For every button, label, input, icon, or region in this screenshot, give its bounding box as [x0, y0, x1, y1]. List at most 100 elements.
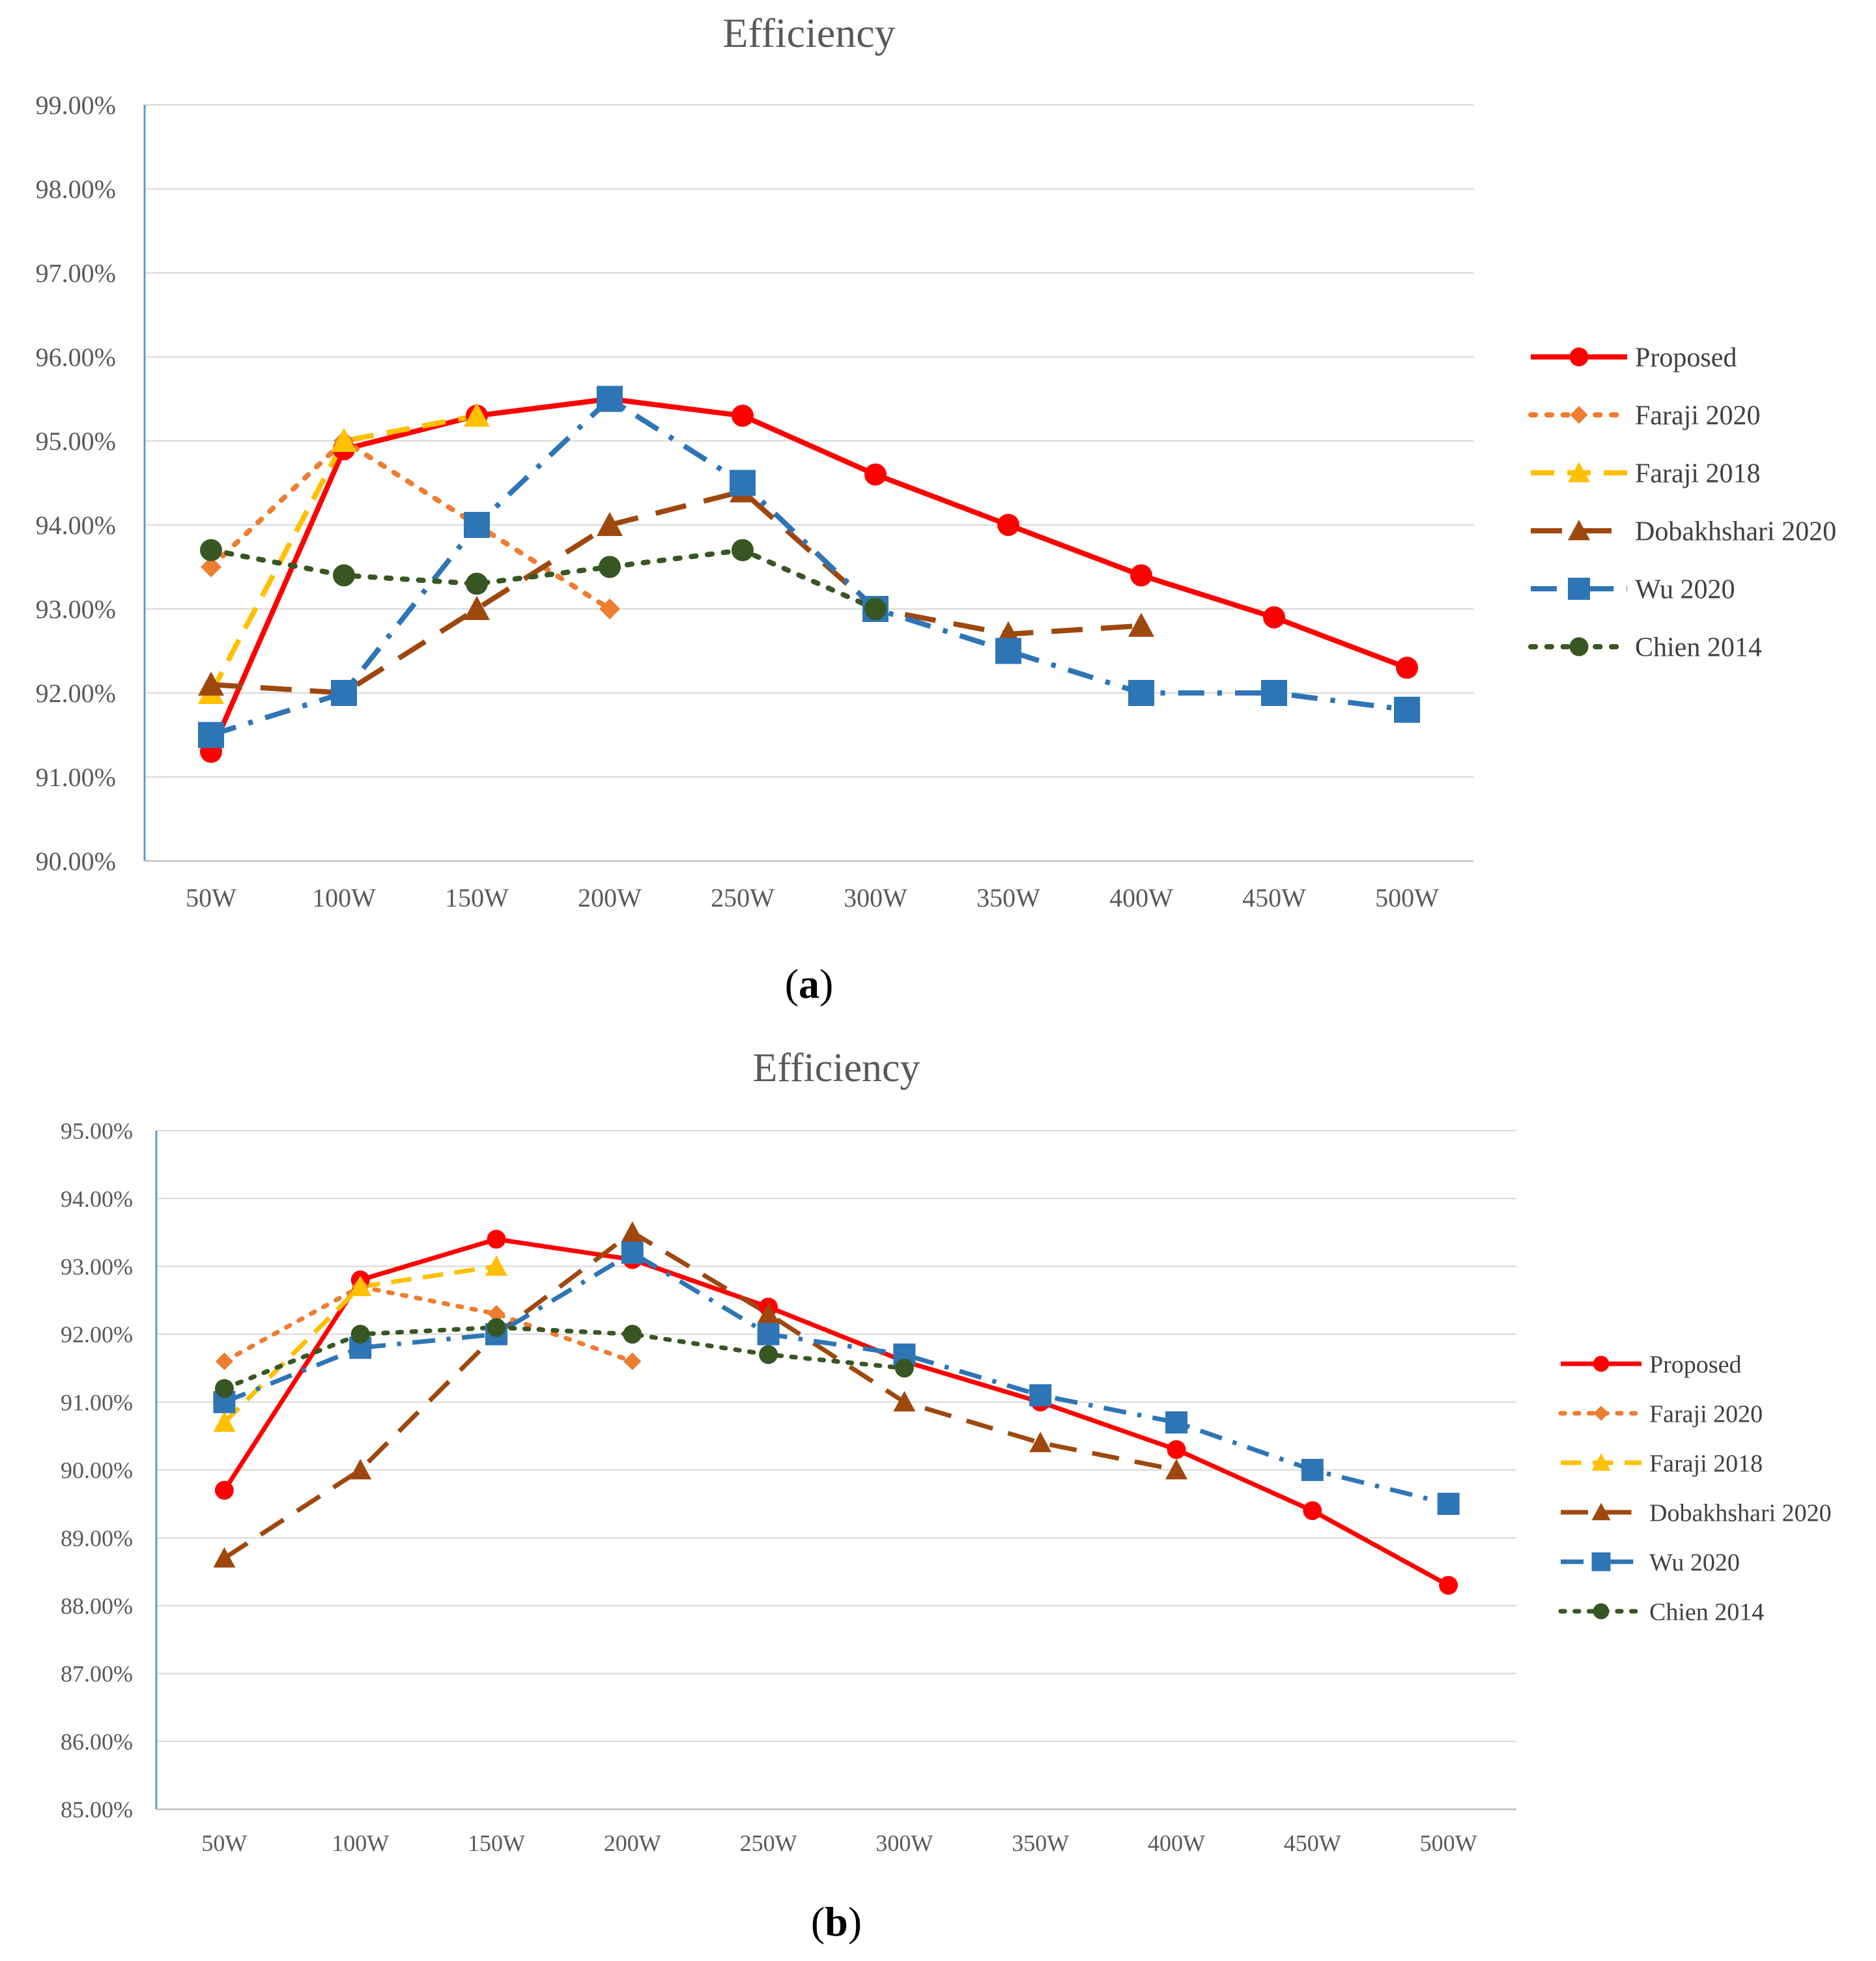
x-tick-label: 200W — [604, 1830, 661, 1856]
y-tick-label: 86.00% — [61, 1728, 133, 1755]
data-point-proposed — [1439, 1575, 1458, 1595]
legend-label-dobakhshari-2020: Dobakhshari 2020 — [1649, 1499, 1832, 1527]
legend-label-chien-2014: Chien 2014 — [1649, 1598, 1764, 1626]
legend: Proposed Faraji 2020 Faraji 2018 Dobakhshar… — [1528, 343, 1836, 663]
x-tick-label: 300W — [844, 883, 907, 912]
data-point-proposed — [1396, 656, 1418, 679]
series-line-chien-2014 — [208, 547, 878, 612]
legend-marker-wu-2020 — [1591, 1552, 1611, 1572]
legend-marker-wu-2020 — [1568, 578, 1590, 600]
legend-label-proposed: Proposed — [1649, 1351, 1741, 1378]
legend-label-faraji-2018: Faraji 2018 — [1649, 1450, 1763, 1477]
series-lines — [221, 1230, 1450, 1588]
data-point-dobakhshari-2020 — [1165, 1459, 1187, 1480]
data-point-faraji-2018 — [485, 1255, 507, 1276]
data-point-chien-2014 — [333, 564, 355, 587]
data-point-wu-2020 — [1128, 680, 1154, 706]
y-tick-label: 94.00% — [61, 1186, 133, 1212]
legend-marker-chien-2014 — [1593, 1603, 1610, 1620]
x-tick-label: 300W — [875, 1830, 933, 1856]
panel-label: (a) — [785, 961, 834, 1007]
legend-marker-dobakhshari-2020 — [1591, 1502, 1611, 1521]
panel-label: (b) — [811, 1898, 862, 1945]
series-markers — [213, 1221, 1460, 1595]
legend-marker-faraji-2018 — [1591, 1453, 1611, 1471]
data-point-faraji-2020 — [201, 556, 221, 578]
data-point-proposed — [732, 404, 754, 427]
data-point-faraji-2018 — [213, 1411, 236, 1432]
data-point-wu-2020 — [464, 512, 490, 538]
y-tick-label: 93.00% — [36, 595, 116, 624]
data-point-chien-2014 — [350, 1325, 370, 1344]
x-tick-label: 450W — [1242, 883, 1306, 912]
y-tick-label: 94.00% — [36, 511, 116, 540]
series-line-dobakhshari-2020 — [210, 488, 1142, 696]
y-tick-label: 87.00% — [61, 1661, 133, 1687]
legend-marker-faraji-2020 — [1593, 1405, 1609, 1421]
chart-panel-b: Efficiency 85.00% 86.00% 87.00% 88.00% 89.00%… — [61, 1046, 1832, 1945]
y-tick-label: 90.00% — [36, 847, 116, 876]
legend-label-faraji-2018: Faraji 2018 — [1635, 459, 1760, 489]
series-line-dobakhshari-2020 — [223, 1230, 1177, 1560]
data-point-chien-2014 — [200, 539, 222, 561]
series-line-wu-2020 — [210, 396, 1408, 738]
y-tick-label: 92.00% — [36, 679, 116, 708]
data-point-wu-2020 — [621, 1241, 644, 1264]
data-point-faraji-2018 — [464, 402, 490, 427]
x-tick-label: 50W — [186, 883, 236, 912]
y-tick-label: 90.00% — [61, 1458, 133, 1484]
chart-panel-a: Efficiency 90.00% 91.00% 92.00% 93.00% 94.00%… — [36, 10, 1836, 1007]
data-point-wu-2020 — [1165, 1411, 1187, 1434]
x-tick-label: 350W — [976, 883, 1040, 912]
data-point-faraji-2018 — [349, 1275, 372, 1297]
data-point-dobakhshari-2020 — [1128, 612, 1154, 637]
y-tick-label: 89.00% — [61, 1525, 133, 1551]
data-point-wu-2020 — [198, 722, 224, 748]
x-tick-label: 200W — [578, 883, 642, 912]
data-point-wu-2020 — [1437, 1493, 1460, 1516]
data-point-wu-2020 — [757, 1323, 780, 1346]
legend-label-faraji-2020: Faraji 2020 — [1635, 401, 1760, 431]
data-point-chien-2014 — [894, 1359, 914, 1378]
legend-marker-proposed — [1569, 347, 1589, 367]
data-point-proposed — [214, 1480, 234, 1500]
x-tick-label: 150W — [445, 883, 509, 912]
y-tick-label: 96.00% — [36, 343, 116, 372]
data-point-faraji-2020 — [599, 599, 620, 619]
y-tick-label: 91.00% — [61, 1389, 133, 1415]
x-tick-label: 150W — [468, 1830, 525, 1856]
legend-marker-faraji-2018 — [1568, 462, 1590, 483]
y-tick-label: 99.00% — [36, 91, 116, 120]
x-tick-label: 100W — [312, 883, 376, 912]
series-line-wu-2020 — [223, 1250, 1449, 1506]
series-line-proposed — [222, 1237, 1450, 1588]
y-tick-label: 93.00% — [61, 1254, 133, 1280]
data-point-dobakhshari-2020 — [464, 596, 490, 620]
data-point-proposed — [997, 514, 1019, 536]
data-point-proposed — [1167, 1440, 1186, 1460]
y-tick-label: 85.00% — [61, 1797, 133, 1823]
legend-label-wu-2020: Wu 2020 — [1635, 575, 1735, 605]
series-line-faraji-2018 — [208, 413, 477, 694]
series-markers — [198, 386, 1420, 763]
data-point-chien-2014 — [487, 1318, 506, 1337]
data-point-wu-2020 — [1394, 696, 1420, 723]
data-point-wu-2020 — [995, 638, 1021, 664]
x-tick-label: 250W — [711, 883, 775, 912]
chart-title: Efficiency — [752, 1046, 920, 1090]
data-point-dobakhshari-2020 — [1029, 1432, 1052, 1452]
legend: Proposed Faraji 2020 Faraji 2018 Dobakhshar… — [1558, 1351, 1832, 1626]
x-tick-label: 400W — [1109, 883, 1173, 912]
x-tick-label: 500W — [1420, 1830, 1477, 1856]
data-point-dobakhshari-2020 — [213, 1547, 236, 1568]
legend-marker-dobakhshari-2020 — [1568, 520, 1590, 541]
data-point-proposed — [487, 1230, 506, 1249]
data-point-wu-2020 — [1029, 1384, 1052, 1407]
data-point-chien-2014 — [759, 1345, 778, 1364]
x-tick-label: 350W — [1012, 1830, 1069, 1856]
legend-marker-chien-2014 — [1569, 637, 1589, 656]
y-tick-label: 91.00% — [36, 763, 116, 792]
legend-marker-faraji-2020 — [1570, 406, 1588, 424]
data-point-faraji-2020 — [623, 1352, 642, 1370]
x-tick-label: 250W — [740, 1830, 797, 1856]
